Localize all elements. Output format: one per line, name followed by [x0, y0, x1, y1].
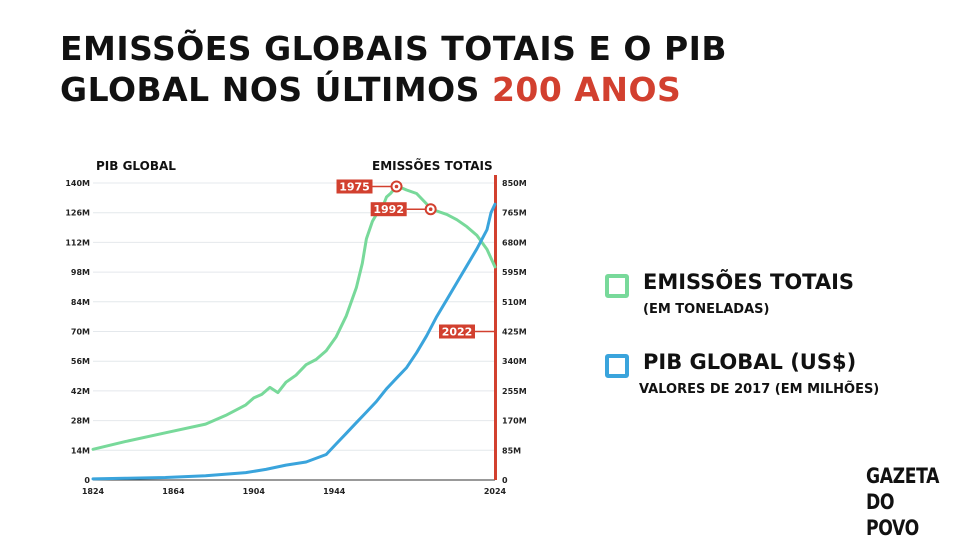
right-tick-label: 595M	[502, 268, 527, 277]
x-tick-label: 1864	[162, 487, 185, 496]
annotation-1975-label: 1975	[339, 180, 370, 193]
annotation-1992-tag	[370, 202, 407, 217]
left-tick-label: 112M	[65, 238, 90, 247]
left-axis-title: PIB GLOBAL	[96, 159, 176, 173]
right-tick-label: 340M	[502, 357, 527, 366]
annotation-2022-label: 2022	[442, 326, 473, 339]
right-axis-title: EMISSÕES TOTAIS	[372, 158, 493, 173]
brand-line-1: GAZETA	[866, 464, 939, 488]
x-tick-label: 2024	[484, 487, 507, 496]
left-axis-ticks: 0 14M 28M 42M 56M 70M 84M 98M 112M 126M 140M	[65, 179, 90, 485]
right-tick-label: 680M	[502, 238, 527, 247]
x-tick-label: 1824	[82, 487, 105, 496]
right-axis-ticks: 0 85M 170M 255M 340M 425M 510M 595M 680M 765M 850M	[502, 179, 527, 485]
annotation-2022-tag	[439, 324, 475, 339]
legend-emissions-sub: (EM TONELADAS)	[643, 302, 770, 317]
right-tick-label: 510M	[502, 298, 527, 307]
legend-emissions-swatch-icon	[605, 274, 629, 298]
left-tick-label: 84M	[71, 298, 90, 307]
right-tick-label: 765M	[502, 209, 527, 218]
left-tick-label: 14M	[71, 446, 90, 455]
annotation-1975-tag	[336, 179, 373, 194]
right-tick-label: 0	[502, 476, 508, 485]
left-tick-label: 126M	[65, 209, 90, 218]
page-title: EMISSÕES GLOBAIS TOTAIS E O PIB GLOBAL N…	[60, 28, 860, 110]
annotation-marker-dot	[394, 184, 399, 189]
annotation-1992-label: 1992	[373, 203, 404, 216]
x-axis-ticks: 1824 1864 1904 1944 2024	[82, 487, 507, 496]
right-tick-label: 850M	[502, 179, 527, 188]
left-tick-label: 28M	[71, 417, 90, 426]
legend-gdp-sub: VALORES DE 2017 (EM MILHÕES)	[639, 382, 880, 397]
chart-grid	[93, 175, 497, 481]
right-tick-label: 425M	[502, 328, 527, 337]
x-tick-label: 1904	[243, 487, 266, 496]
left-tick-label: 42M	[71, 387, 90, 396]
legend-emissions-label: EMISSÕES TOTAIS	[643, 270, 855, 294]
right-tick-label: 85M	[502, 446, 521, 455]
right-axis-bar	[494, 175, 497, 480]
brand-logo: GAZETA DO POVO	[866, 463, 960, 541]
series-layer	[91, 185, 497, 481]
series-gdp-line	[91, 202, 497, 481]
title-highlight: 200 ANOS	[491, 70, 682, 109]
left-tick-label: 0	[84, 476, 90, 485]
annotation-marker-dot	[428, 207, 433, 212]
right-tick-label: 255M	[502, 387, 527, 396]
title-main: EMISSÕES GLOBAIS TOTAIS E O PIB GLOBAL N…	[60, 29, 728, 109]
left-tick-label: 98M	[71, 268, 90, 277]
left-tick-label: 140M	[65, 179, 90, 188]
brand-line-2: DO POVO	[866, 490, 919, 540]
legend-gdp-swatch-icon	[605, 354, 629, 378]
x-tick-label: 1944	[323, 487, 346, 496]
left-tick-label: 70M	[71, 328, 90, 337]
legend-gdp-label: PIB GLOBAL (US$)	[643, 350, 857, 374]
left-tick-label: 56M	[71, 357, 90, 366]
right-tick-label: 170M	[502, 417, 527, 426]
